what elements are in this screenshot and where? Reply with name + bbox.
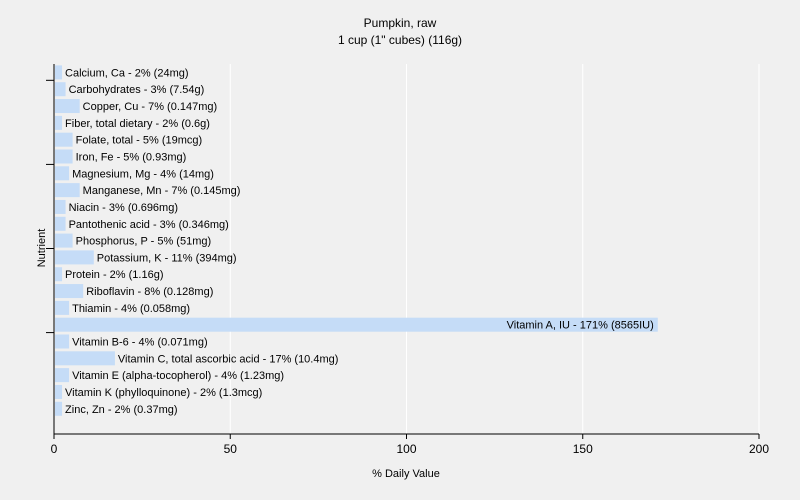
bar-label: Vitamin E (alpha-tocopherol) - 4% (1.23m… [72,370,284,382]
bar [55,284,84,299]
bar [55,317,658,332]
bar-label: Phosphorus, P - 5% (51mg) [76,236,212,248]
bar-label: Folate, total - 5% (19mcg) [76,135,203,147]
bar [55,183,80,198]
chart-subtitle: 1 cup (1" cubes) (116g) [338,33,462,47]
bar [55,65,63,80]
bar-label: Vitamin B-6 - 4% (0.071mg) [72,337,208,349]
bar [55,132,73,147]
bar [55,401,63,416]
bar-label: Vitamin C, total ascorbic acid - 17% (10… [118,353,338,365]
x-tick-label: 100 [396,442,416,456]
bar-label: Riboflavin - 8% (0.128mg) [86,286,213,298]
bar [55,82,66,97]
bar [55,334,70,349]
bar [55,300,70,315]
bar-label: Protein - 2% (1.16g) [65,269,163,281]
bar [55,199,66,214]
bar-label: Niacin - 3% (0.696mg) [69,202,178,214]
bar-label: Calcium, Ca - 2% (24mg) [65,67,188,79]
bar [55,115,63,130]
bar-label: Thiamin - 4% (0.058mg) [72,303,190,315]
bar [55,384,63,399]
bar-label: Copper, Cu - 7% (0.147mg) [83,101,218,113]
bar-label: Potassium, K - 11% (394mg) [97,252,237,264]
y-axis-label: Nutrient [36,229,48,268]
x-tick-label: 150 [573,442,593,456]
bar-label: Vitamin A, IU - 171% (8565IU) [507,320,654,332]
x-axis-label: % Daily Value [372,468,440,480]
bar [55,149,73,164]
bar-label: Manganese, Mn - 7% (0.145mg) [83,185,241,197]
bar-label: Carbohydrates - 3% (7.54g) [69,84,205,96]
x-tick-label: 200 [749,442,769,456]
bar-label: Magnesium, Mg - 4% (14mg) [72,168,214,180]
bar-label: Iron, Fe - 5% (0.93mg) [76,152,187,164]
bar [55,166,70,181]
grid-lines [229,64,760,434]
bar [55,267,63,282]
bar-label: Fiber, total dietary - 2% (0.6g) [65,118,210,130]
bar [55,351,115,366]
chart-title: Pumpkin, raw [364,16,437,30]
bar [55,368,70,383]
bar [55,216,66,231]
bars: Calcium, Ca - 2% (24mg) Carbohydrates - 3… [55,65,658,416]
x-tick-label: 0 [51,442,58,456]
bar [55,250,94,265]
bar-label: Pantothenic acid - 3% (0.346mg) [69,219,229,231]
x-tick-label: 50 [224,442,238,456]
axes: 0 50 100 150 200 [46,64,769,456]
bar-label: Vitamin K (phylloquinone) - 2% (1.3mcg) [65,387,262,399]
bar [55,99,80,114]
bar-label: Zinc, Zn - 2% (0.37mg) [65,404,177,416]
bar [55,233,73,248]
